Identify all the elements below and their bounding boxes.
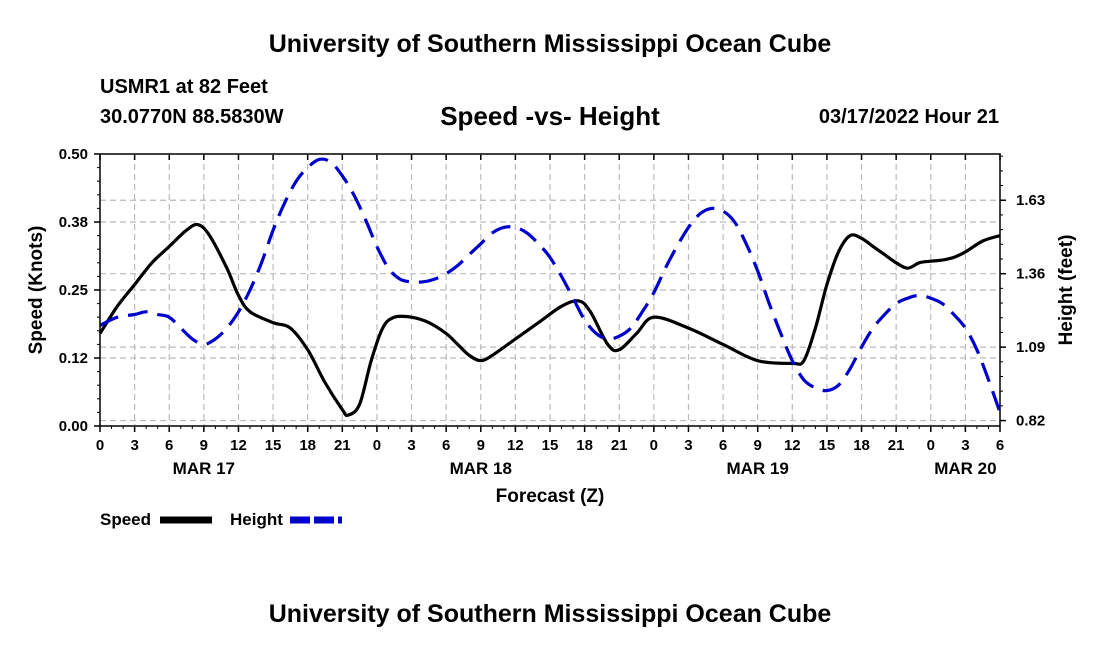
x-tick-label: 12 bbox=[230, 437, 247, 454]
x-tick-label: 3 bbox=[130, 437, 138, 454]
y2-tick-label: 1.63 bbox=[1016, 192, 1045, 209]
date-label: MAR 20 bbox=[934, 459, 996, 478]
legend-height-label: Height bbox=[230, 510, 283, 529]
x-tick-label: 18 bbox=[853, 437, 870, 454]
x-tick-label: 0 bbox=[650, 437, 658, 454]
x-tick-label: 21 bbox=[334, 437, 351, 454]
date-label: MAR 18 bbox=[450, 459, 512, 478]
x-tick-label: 0 bbox=[373, 437, 381, 454]
x-tick-label: 18 bbox=[299, 437, 316, 454]
series-line-height bbox=[99, 157, 1002, 413]
plot-frame bbox=[99, 153, 1001, 427]
x-tick-label: 15 bbox=[819, 437, 836, 454]
date-label: MAR 19 bbox=[727, 459, 789, 478]
x-tick-label: 21 bbox=[888, 437, 905, 454]
y-tick-label: 0.50 bbox=[59, 146, 88, 163]
x-tick-label: 9 bbox=[754, 437, 762, 454]
x-tick-label: 15 bbox=[265, 437, 282, 454]
speed-height-chart: 0 3 6 9 12 15 18 21 0 3 6 9 12 15 18 21 0 3 6 9 12 15 18 21 0 3 6M… bbox=[26, 146, 1077, 529]
y-tick-label: 0.38 bbox=[59, 214, 88, 231]
y-axis-title-left: Speed (Knots) bbox=[26, 226, 47, 355]
y-tick-label: 0.12 bbox=[59, 350, 88, 367]
x-tick-label: 0 bbox=[96, 437, 104, 454]
x-tick-label: 6 bbox=[165, 437, 173, 454]
x-tick-label: 9 bbox=[200, 437, 208, 454]
x-tick-label: 18 bbox=[576, 437, 593, 454]
x-tick-label: 6 bbox=[442, 437, 450, 454]
axis-labels: 0 3 6 9 12 15 18 21 0 3 6 9 12 15 18 21 0 3 6 9 12 15 18 21 0 3 6M… bbox=[59, 146, 1045, 478]
x-tick-label: 6 bbox=[996, 437, 1004, 454]
x-tick-label: 12 bbox=[507, 437, 524, 454]
legend-speed-label: Speed bbox=[100, 510, 151, 529]
series-layer bbox=[98, 157, 1002, 417]
date-label: MAR 17 bbox=[173, 459, 235, 478]
x-tick-label: 21 bbox=[611, 437, 628, 454]
y2-tick-label: 0.82 bbox=[1016, 413, 1045, 430]
station-name: USMR1 at 82 Feet bbox=[100, 76, 268, 98]
x-tick-label: 3 bbox=[407, 437, 415, 454]
y-axis-title-right: Height (feet) bbox=[1056, 235, 1077, 346]
x-tick-label: 0 bbox=[927, 437, 935, 454]
y2-tick-label: 1.36 bbox=[1016, 266, 1045, 283]
x-tick-label: 12 bbox=[784, 437, 801, 454]
station-coordinates: 30.0770N 88.5830W bbox=[100, 106, 284, 128]
chart-title: Speed -vs- Height bbox=[440, 101, 660, 131]
y-tick-label: 0.25 bbox=[59, 282, 88, 299]
footer-org-title: University of Southern Mississippi Ocean… bbox=[268, 600, 832, 628]
y2-tick-label: 1.09 bbox=[1016, 339, 1045, 356]
legend: Speed Height bbox=[100, 510, 342, 529]
x-axis-title: Forecast (Z) bbox=[496, 486, 605, 507]
forecast-timestamp: 03/17/2022 Hour 21 bbox=[818, 106, 999, 128]
x-tick-label: 15 bbox=[542, 437, 559, 454]
x-tick-label: 3 bbox=[684, 437, 692, 454]
y-tick-label: 0.00 bbox=[59, 418, 88, 435]
series-line-speed bbox=[98, 222, 1001, 417]
x-tick-label: 6 bbox=[719, 437, 727, 454]
x-tick-label: 9 bbox=[477, 437, 485, 454]
x-tick-label: 3 bbox=[961, 437, 969, 454]
org-title: University of Southern Mississippi Ocean… bbox=[268, 30, 832, 58]
